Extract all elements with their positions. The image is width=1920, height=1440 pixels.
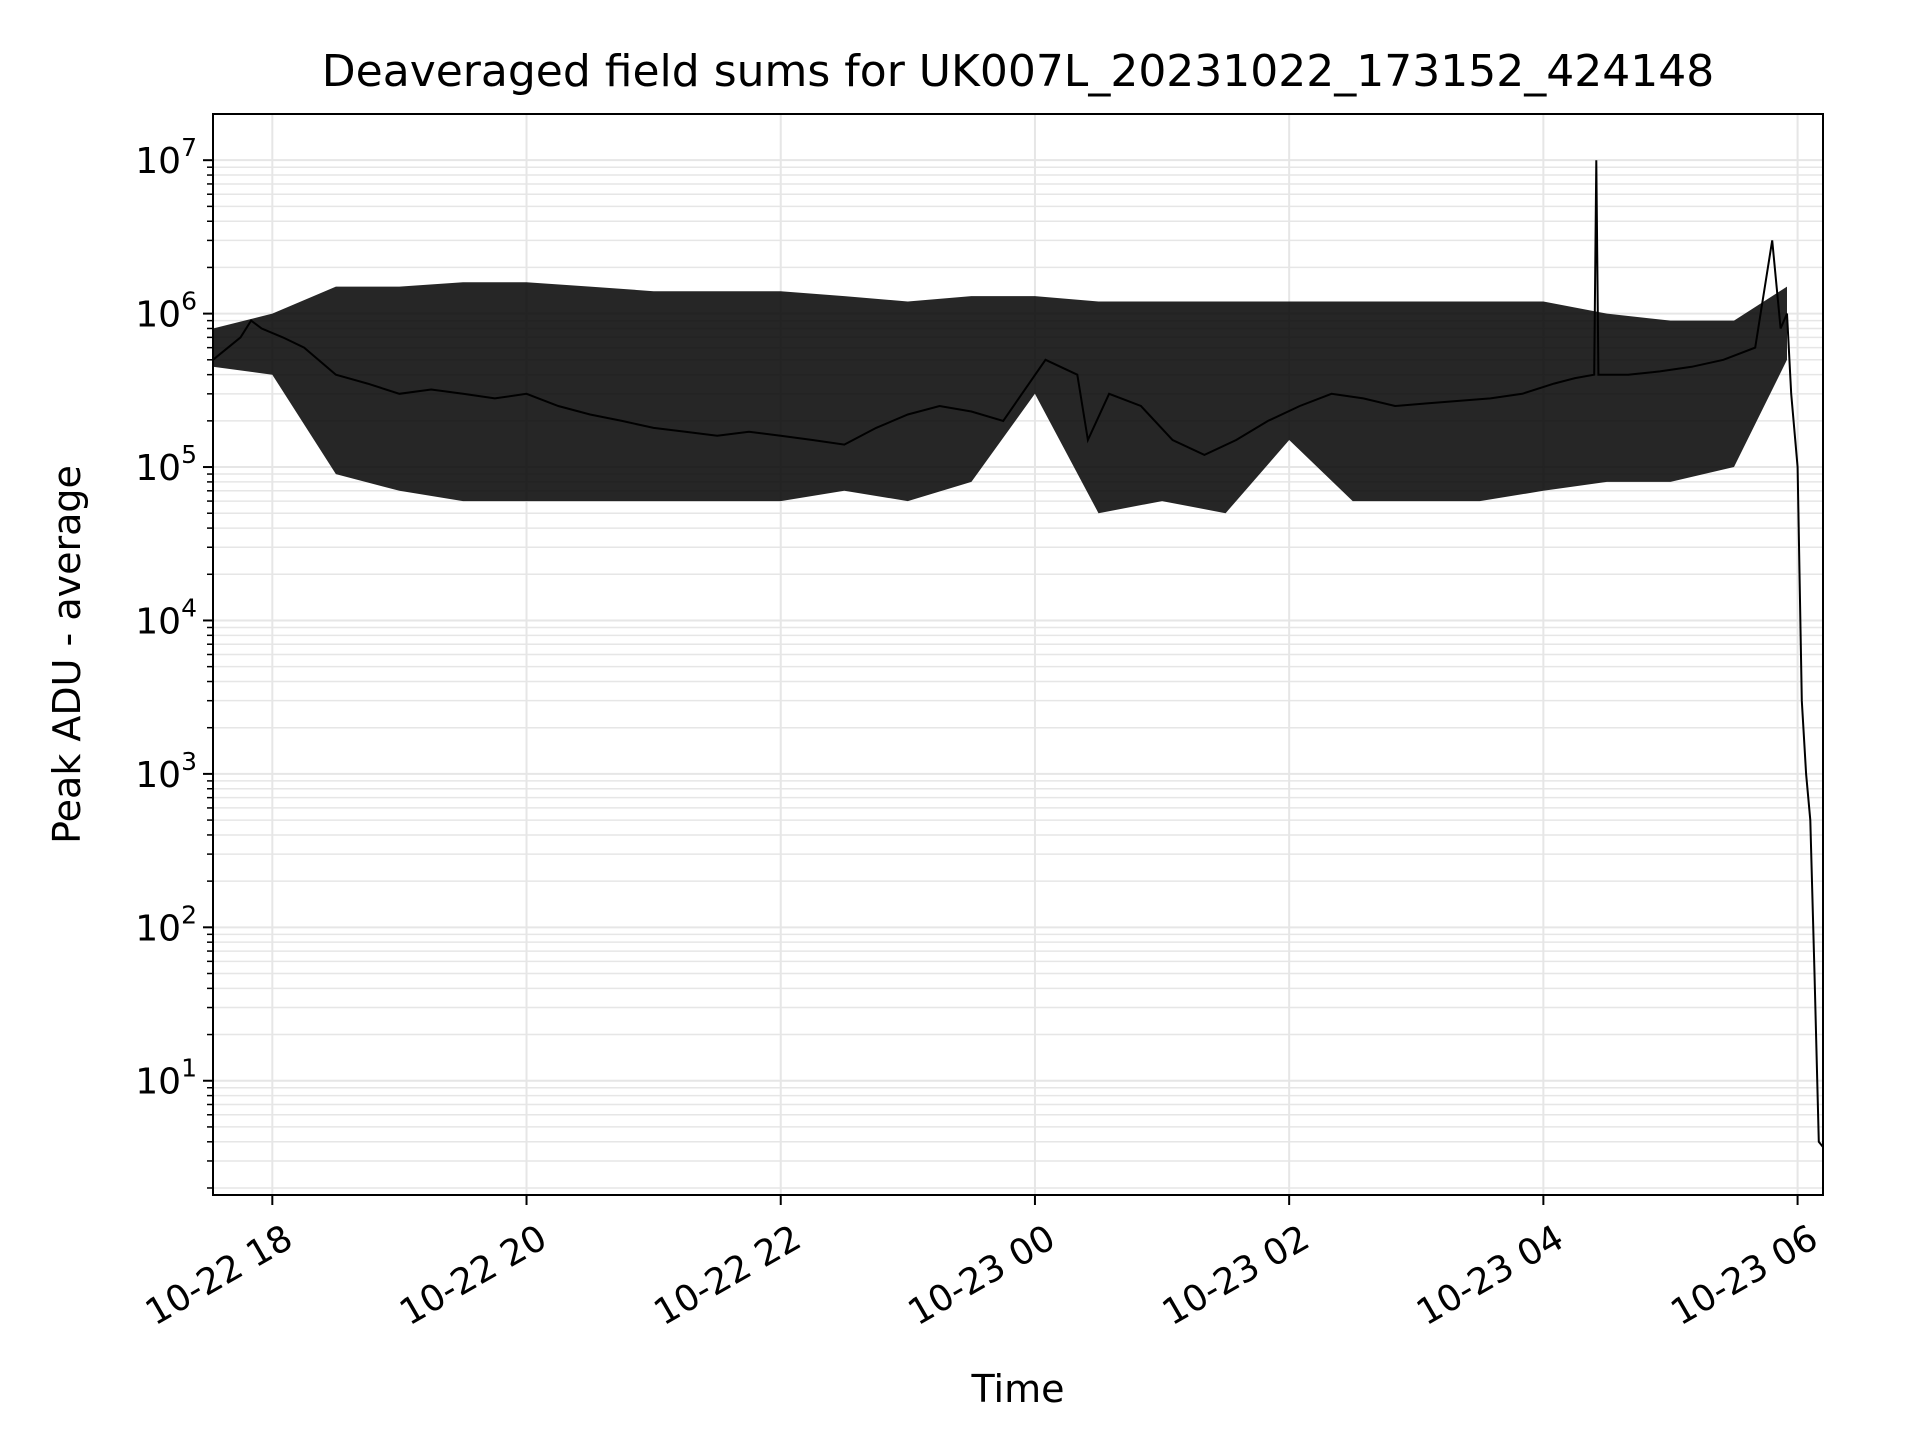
y-tick-label: 105: [135, 440, 197, 489]
signal-envelope: [213, 282, 1787, 514]
x-tick-label: 10-23 06: [1664, 1217, 1825, 1333]
y-tick-label: 103: [135, 747, 197, 796]
x-tick-label: 10-23 04: [1410, 1217, 1571, 1333]
y-tick-label: 107: [135, 133, 197, 182]
y-tick-label: 101: [135, 1054, 197, 1103]
y-axis-label: Peak ADU - average: [45, 465, 89, 844]
chart-title: Deaveraged field sums for UK007L_2023102…: [322, 46, 1714, 97]
x-tick-label: 10-23 02: [1156, 1217, 1317, 1333]
data-layer: [212, 160, 1824, 1148]
grid: [213, 114, 1823, 1195]
x-axis: 10-22 18 10-22 20 10-22 22 10-23 00 10-23 02…: [139, 1195, 1825, 1334]
y-axis: 101 102 103 104 105 106 107: [135, 133, 213, 1189]
x-tick-label: 10-22 18: [139, 1217, 300, 1333]
y-tick-label: 106: [135, 287, 197, 336]
y-tick-label: 104: [135, 593, 197, 642]
y-tick-label: 102: [135, 900, 197, 949]
x-tick-label: 10-22 22: [647, 1217, 808, 1333]
x-tick-label: 10-23 00: [902, 1217, 1063, 1333]
series-line: [212, 160, 1824, 1148]
x-axis-label: Time: [971, 1367, 1065, 1411]
x-tick-label: 10-22 20: [393, 1217, 554, 1333]
